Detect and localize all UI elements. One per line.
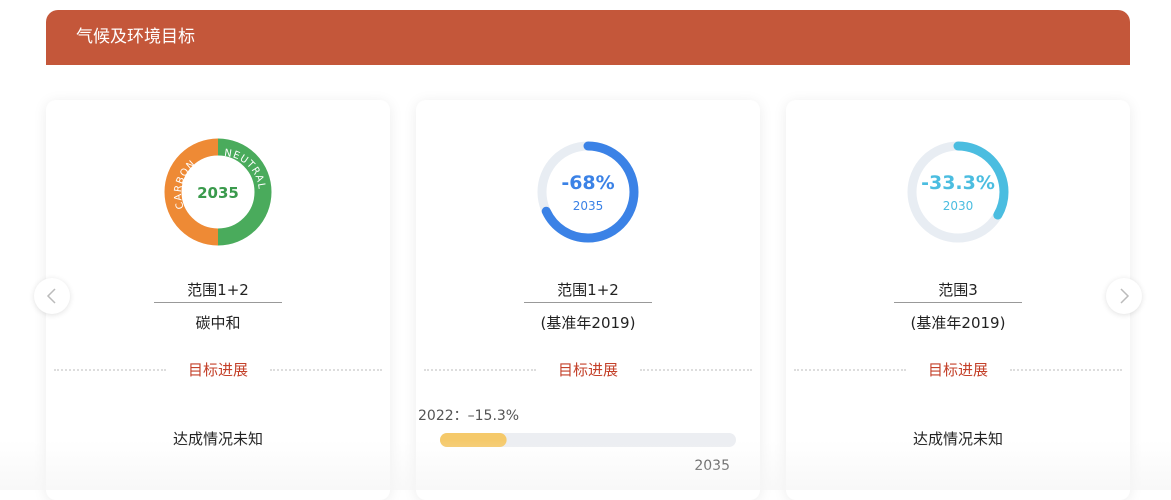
- progress-title: 目标进展: [927, 361, 988, 379]
- scope-name: 范围1+2: [187, 281, 249, 299]
- target-year: 2035: [573, 199, 604, 213]
- ring-progress: [537, 141, 639, 243]
- prev-button[interactable]: [34, 278, 70, 314]
- status: 达成情况未知: [912, 430, 1003, 448]
- divider: [154, 302, 282, 303]
- goal-card: -33.3% 2030 范围3 (基准年2019) 目标进展 达成情况未知: [786, 100, 1130, 500]
- card-graphics: -68% 2035 2022：–15.3% 2035: [418, 141, 736, 474]
- card-graphics: -33.3% 2030: [907, 141, 1009, 243]
- scope-name: 范围1+2: [557, 281, 619, 299]
- divider: [524, 302, 652, 303]
- progress-title: 目标进展: [557, 361, 618, 379]
- carbon-badge: CARBON NEUTRAL 2035: [164, 138, 272, 246]
- scope-name: 范围3: [938, 281, 978, 299]
- dotted-line: [54, 369, 166, 371]
- badge-year: 2035: [197, 184, 239, 202]
- dotted-line: [270, 369, 382, 371]
- progress-bar: [440, 433, 507, 447]
- badge-arc: [164, 138, 219, 246]
- section-header: 气候及环境目标: [46, 10, 1130, 65]
- status: 达成情况未知: [172, 430, 263, 448]
- progress-label: 2022：–15.3%: [418, 408, 519, 424]
- progress-title: 目标进展: [187, 361, 248, 379]
- progress-end: 2035: [694, 458, 730, 474]
- goal-card: -68% 2035 2022：–15.3% 2035 范围1+2 (基准年201…: [416, 100, 760, 500]
- target-value: -68%: [561, 172, 614, 194]
- dotted-line: [640, 369, 752, 371]
- scope-subtitle: (基准年2019): [910, 314, 1006, 332]
- divider: [894, 302, 1022, 303]
- scope-subtitle: (基准年2019): [540, 314, 636, 332]
- next-button[interactable]: [1106, 278, 1142, 314]
- scope-subtitle: 碳中和: [195, 314, 241, 332]
- ring-progress: [907, 141, 1009, 243]
- goal-card: CARBON NEUTRAL 2035 范围1+2 碳中和 目标进展 达成情况未…: [46, 100, 390, 500]
- badge-arc: [217, 138, 272, 246]
- dotted-line: [424, 369, 536, 371]
- target-value: -33.3%: [921, 172, 995, 194]
- dotted-line: [794, 369, 906, 371]
- dotted-line: [1010, 369, 1122, 371]
- target-year: 2030: [943, 199, 974, 213]
